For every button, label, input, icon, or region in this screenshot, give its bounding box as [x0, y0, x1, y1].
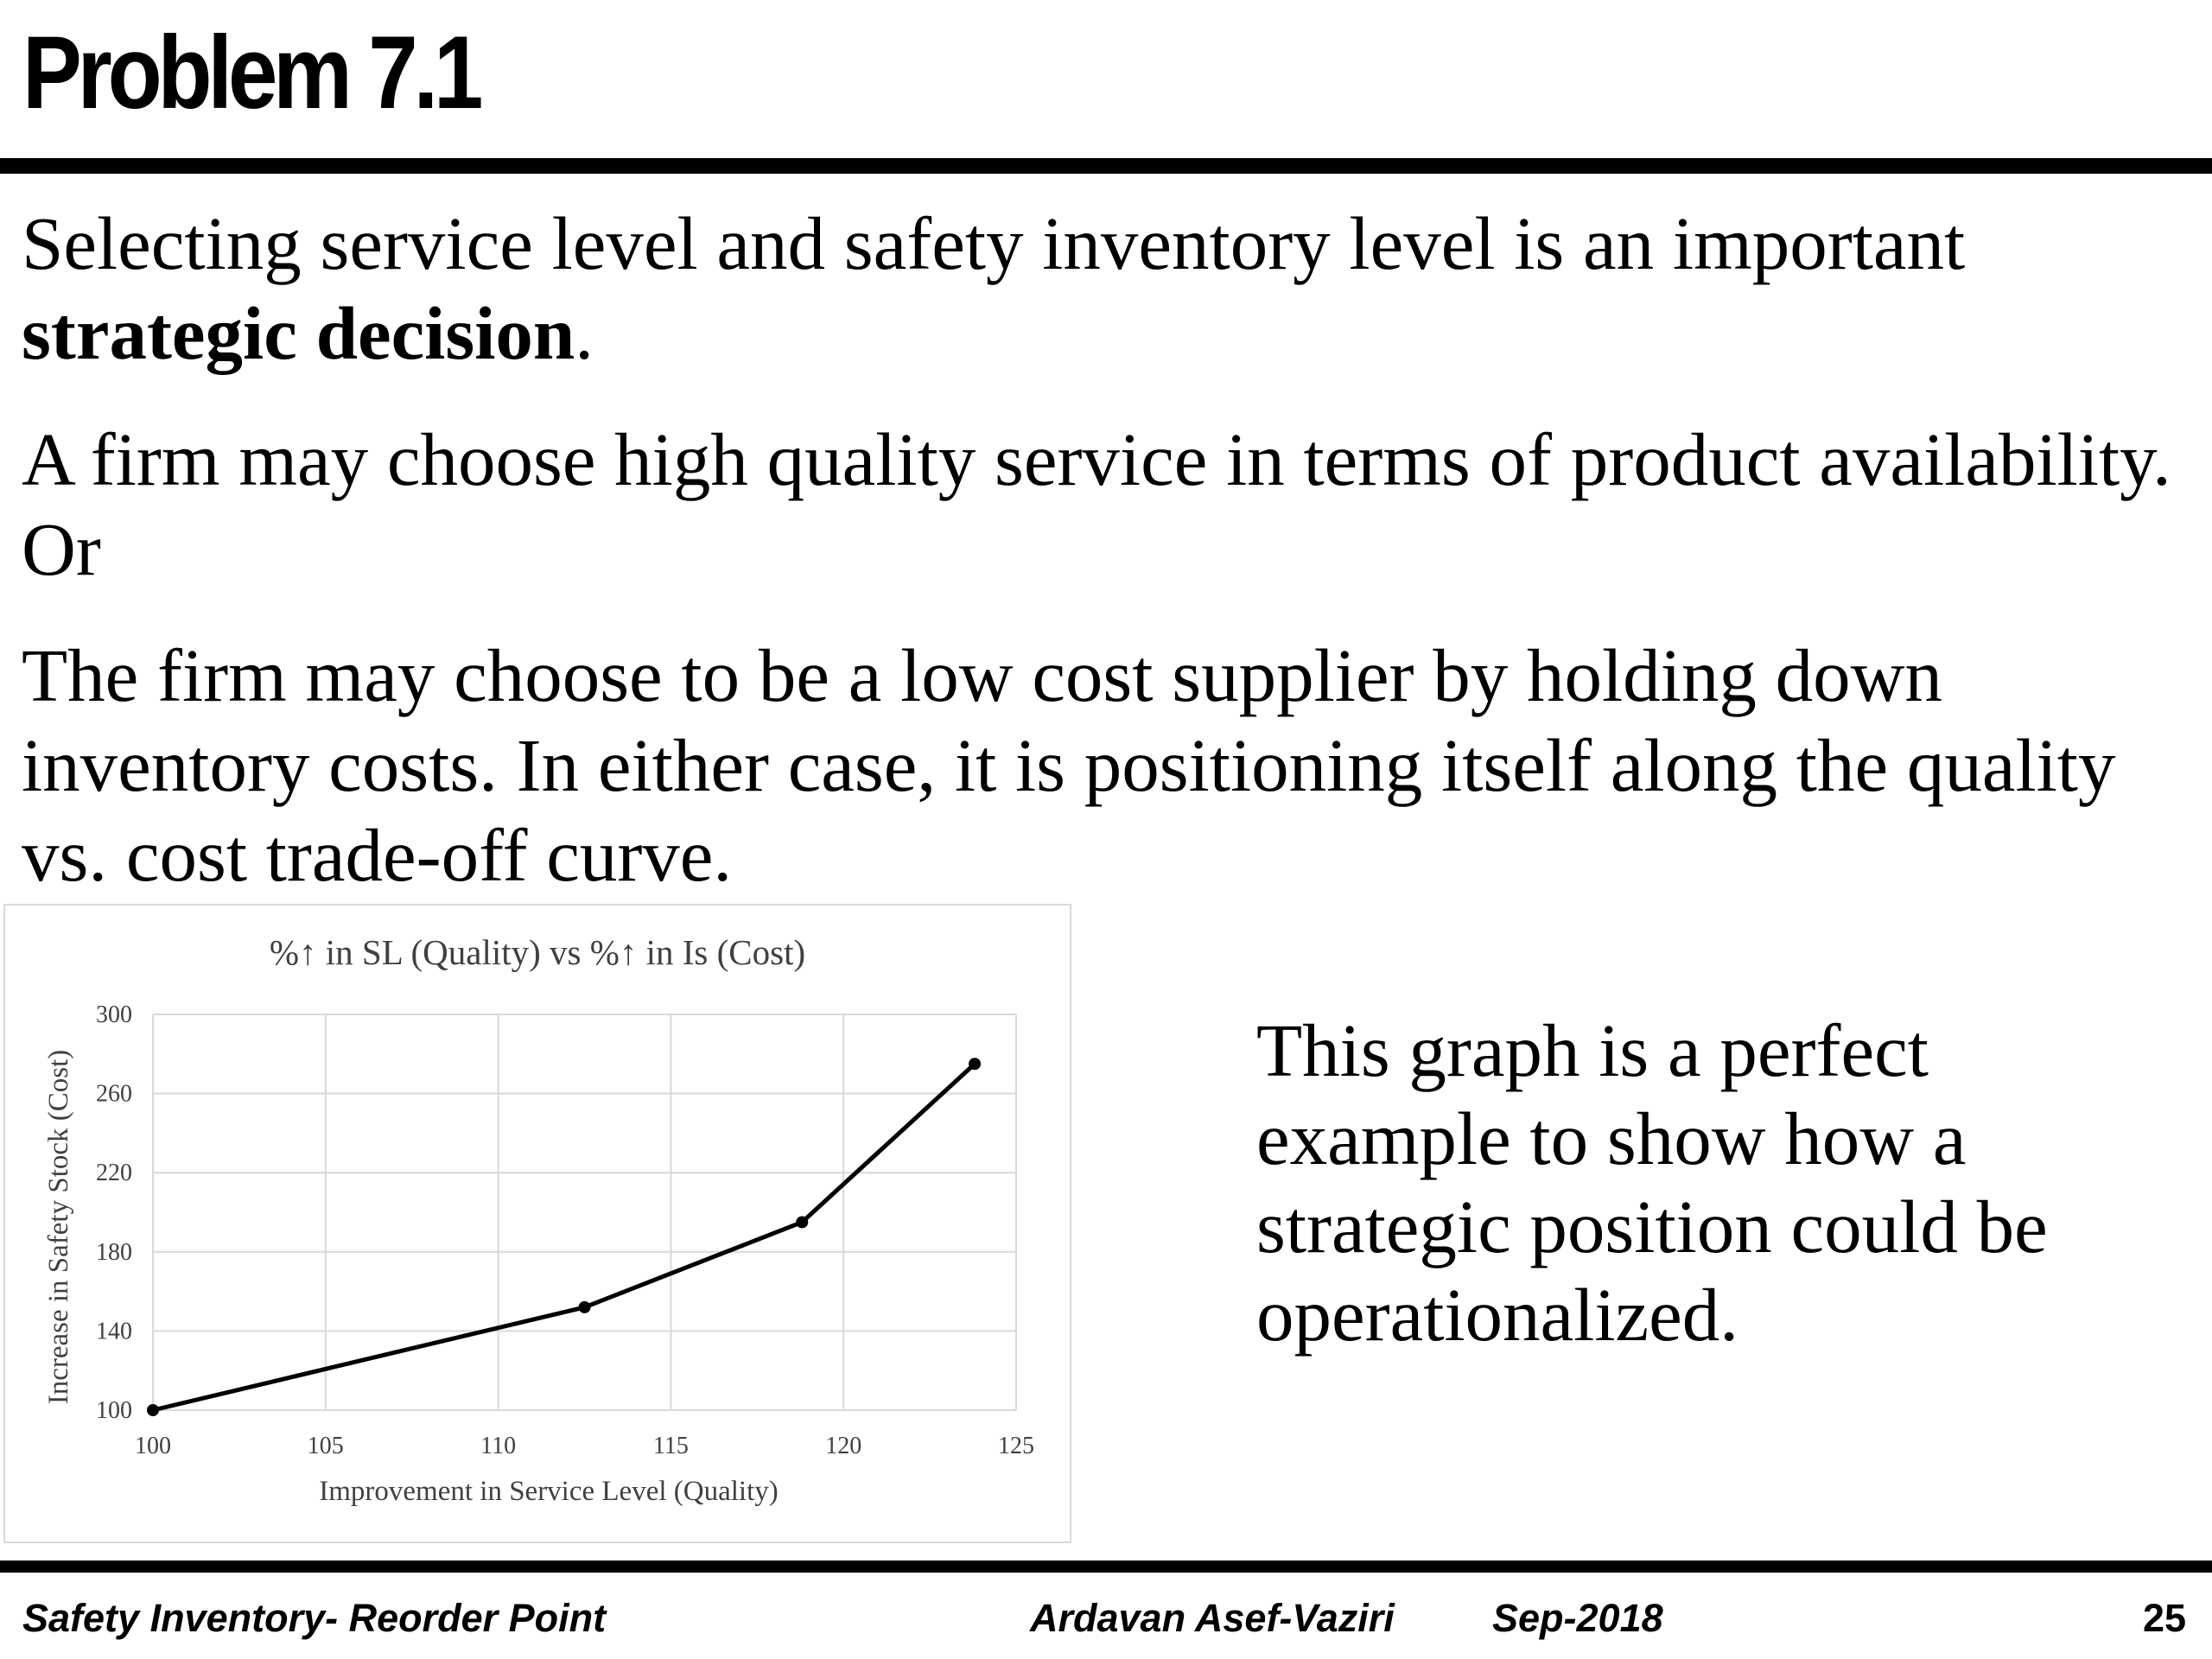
body-text: Selecting service level and safety inven… [22, 199, 2182, 937]
x-axis-label: Improvement in Service Level (Quality) [319, 1476, 778, 1507]
x-tick-label: 120 [825, 1433, 861, 1459]
chart-title: %↑ in SL (Quality) vs %↑ in Is (Cost) [270, 932, 805, 972]
paragraph-strategic-decision: Selecting service level and safety inven… [22, 199, 2182, 378]
y-tick-label: 260 [96, 1081, 132, 1108]
footer-date: Sep-2018 [1492, 1596, 1663, 1640]
y-tick-label: 180 [96, 1239, 132, 1266]
title-divider [0, 158, 2212, 174]
paragraph-1-bold: strategic decision [22, 291, 575, 375]
y-tick-label: 300 [96, 1001, 132, 1028]
data-point [796, 1216, 809, 1229]
x-tick-label: 100 [135, 1433, 171, 1459]
paragraph-1-text: Selecting service level and safety inven… [22, 201, 1966, 285]
series-line [152, 1062, 976, 1413]
paragraph-quality-service: A firm may choose high quality service i… [22, 417, 2171, 591]
slide-title: Problem 7.1 [22, 15, 483, 130]
paragraph-low-cost: The firm may choose to be a low cost sup… [22, 633, 2116, 897]
x-tick-label: 115 [653, 1433, 689, 1459]
page-number: 25 [2142, 1596, 2186, 1640]
quality-cost-chart: %↑ in SL (Quality) vs %↑ in Is (Cost) Im… [43, 932, 1034, 1507]
data-point [578, 1300, 591, 1313]
y-tick-label: 140 [96, 1318, 132, 1344]
x-tick-label: 105 [308, 1433, 344, 1459]
x-tick-label: 110 [480, 1433, 516, 1459]
y-tick-label: 100 [96, 1397, 132, 1424]
side-note: This graph is a perfect example to show … [1256, 1008, 2048, 1357]
data-point [969, 1058, 982, 1071]
y-tick-label: 220 [96, 1160, 132, 1186]
paragraph-1-end: . [575, 291, 594, 375]
footer-author: Ardavan Asef-Vaziri [1030, 1596, 1395, 1640]
data-point [147, 1404, 159, 1416]
y-axis-label: Increase in Safety Stock (Cost) [43, 1050, 74, 1405]
x-tick-label: 125 [998, 1433, 1034, 1459]
footer-topic: Safety Inventory- Reorder Point [22, 1596, 607, 1640]
footer-divider [0, 1560, 2212, 1573]
chart-container: %↑ in SL (Quality) vs %↑ in Is (Cost) Im… [3, 904, 1071, 1543]
